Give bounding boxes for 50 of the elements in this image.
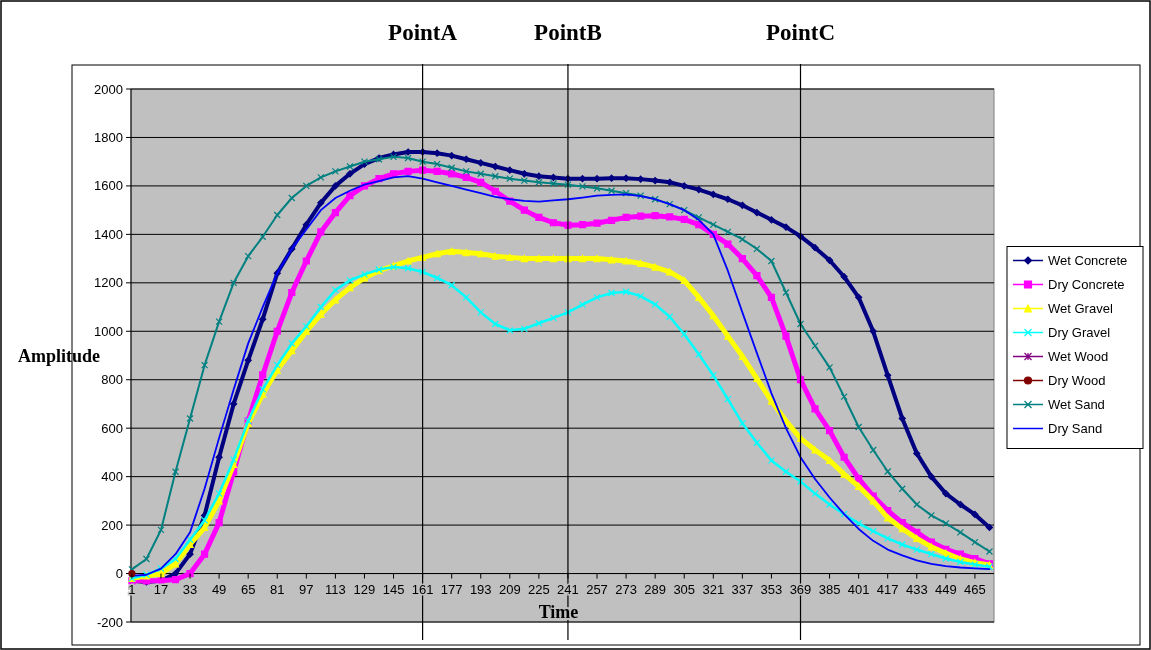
legend-label: Wet Gravel [1048, 301, 1113, 317]
x-tick-label: 273 [615, 581, 637, 597]
x-tick-label: 433 [905, 581, 928, 597]
y-axis-title: Amplitude [18, 345, 101, 366]
ref-line-label: PointB [534, 20, 602, 45]
y-tick-label: 1200 [94, 275, 123, 291]
y-tick-label: 1400 [94, 226, 123, 242]
legend-label: Wet Concrete [1048, 253, 1128, 269]
x-tick-label: 449 [935, 581, 957, 597]
ref-line-label: PointA [388, 20, 458, 45]
x-tick-label: 225 [528, 581, 550, 597]
legend-label: Dry Wood [1048, 373, 1106, 389]
y-tick-label: 1000 [94, 323, 123, 339]
y-tick-label: 1600 [94, 178, 123, 194]
y-tick-label: 400 [101, 469, 123, 485]
y-tick-label: 800 [101, 372, 123, 388]
x-tick-label: 353 [760, 581, 783, 597]
y-tick-label: 2000 [94, 81, 123, 97]
legend-label: Dry Concrete [1048, 277, 1125, 293]
x-tick-label: 257 [586, 581, 608, 597]
y-tick-label: 1800 [94, 130, 123, 145]
x-tick-label: 81 [270, 581, 285, 597]
x-tick-label: 145 [382, 581, 405, 597]
x-tick-label: 129 [353, 581, 376, 597]
x-tick-label: 337 [731, 581, 754, 597]
legend-label: Wet Sand [1048, 397, 1105, 413]
x-tick-label: 321 [702, 581, 725, 597]
x-tick-label: 113 [325, 581, 346, 597]
legend-label: Dry Gravel [1048, 325, 1111, 341]
ref-line-label: PointC [766, 20, 836, 45]
x-tick-label: 385 [818, 581, 841, 597]
x-tick-label: 65 [240, 581, 256, 597]
y-tick-label: 600 [101, 420, 123, 436]
y-tick-label: 200 [101, 517, 123, 533]
y-tick-label: -200 [96, 614, 123, 630]
legend-label: Dry Sand [1048, 421, 1103, 437]
x-tick-label: 17 [153, 581, 169, 597]
x-tick-label: 49 [211, 581, 227, 597]
x-tick-label: 401 [847, 581, 870, 597]
x-tick-label: 465 [964, 581, 986, 597]
x-tick-label: 289 [644, 581, 667, 597]
x-tick-label: 209 [498, 581, 521, 597]
y-tick-label: 0 [115, 566, 123, 582]
legend-label: Wet Wood [1048, 349, 1109, 365]
x-tick-label: 177 [440, 581, 463, 597]
x-tick-label: 193 [469, 581, 492, 597]
x-tick-label: 417 [876, 581, 899, 597]
x-tick-label: 305 [673, 581, 696, 597]
x-tick-label: 97 [299, 581, 314, 597]
x-tick-label: 33 [182, 581, 198, 597]
